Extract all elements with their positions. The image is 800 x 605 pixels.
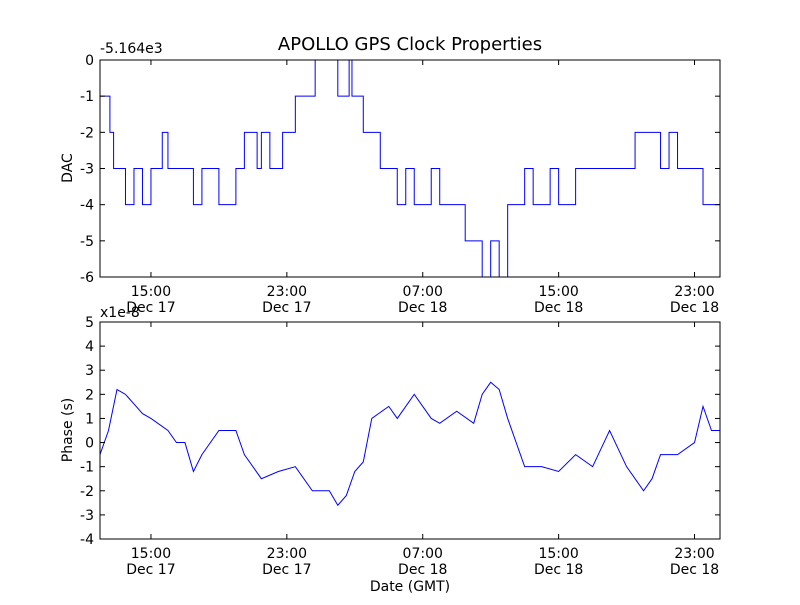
xtick-date-label: Dec 17 — [126, 562, 175, 578]
ytick-label: 2 — [85, 387, 94, 403]
ytick-label: 5 — [85, 315, 94, 331]
ytick-label: 4 — [85, 339, 94, 355]
xtick-date-label: Dec 18 — [398, 300, 447, 316]
ytick-label: 0 — [85, 53, 94, 69]
dac-series — [100, 59, 721, 278]
xtick-date-label: Dec 18 — [398, 562, 447, 578]
xtick-time-label: 23:00 — [267, 284, 307, 300]
phase-offset-label: x1e-8 — [100, 305, 140, 321]
xtick-time-label: 15:00 — [131, 284, 171, 300]
xtick-time-label: 15:00 — [538, 546, 578, 562]
ytick-label: -3 — [80, 162, 94, 178]
xtick-time-label: 07:00 — [403, 284, 443, 300]
chart-title: APOLLO GPS Clock Properties — [278, 34, 542, 55]
xtick-time-label: 23:00 — [267, 546, 307, 562]
ytick-label: -3 — [80, 508, 94, 524]
ytick-label: 0 — [85, 436, 94, 452]
xtick-date-label: Dec 18 — [534, 562, 583, 578]
phase-series — [99, 381, 720, 507]
ytick-label: -4 — [80, 532, 94, 548]
xtick-date-label: Dec 18 — [670, 562, 719, 578]
xtick-date-label: Dec 17 — [126, 300, 175, 316]
dac-plot-frame — [99, 59, 721, 278]
ytick-label: -2 — [80, 125, 94, 141]
xtick-time-label: 15:00 — [538, 284, 578, 300]
ytick-label: 3 — [85, 363, 94, 379]
ytick-label: 1 — [85, 411, 94, 427]
ytick-label: -1 — [80, 89, 94, 105]
ytick-label: -6 — [80, 270, 94, 286]
xtick-date-label: Dec 17 — [262, 562, 311, 578]
phase-ylabel: Phase (s) — [60, 398, 76, 462]
xtick-time-label: 07:00 — [403, 546, 443, 562]
xtick-date-label: Dec 18 — [534, 300, 583, 316]
dac-ylabel: DAC — [60, 153, 76, 183]
phase-xlabel: Date (GMT) — [370, 579, 450, 595]
xtick-date-label: Dec 18 — [670, 300, 719, 316]
phase-series-line — [99, 381, 720, 507]
xtick-time-label: 23:00 — [674, 284, 714, 300]
ytick-label: -2 — [80, 484, 94, 500]
dac-series-line — [100, 59, 721, 278]
xtick-time-label: 23:00 — [674, 546, 714, 562]
ytick-label: -1 — [80, 460, 94, 476]
dac-offset-label: -5.164e3 — [100, 41, 163, 57]
ytick-label: -4 — [80, 198, 94, 214]
xtick-date-label: Dec 17 — [262, 300, 311, 316]
phase-plot-frame — [99, 321, 721, 540]
ytick-label: -5 — [80, 234, 94, 250]
xtick-time-label: 15:00 — [131, 546, 171, 562]
